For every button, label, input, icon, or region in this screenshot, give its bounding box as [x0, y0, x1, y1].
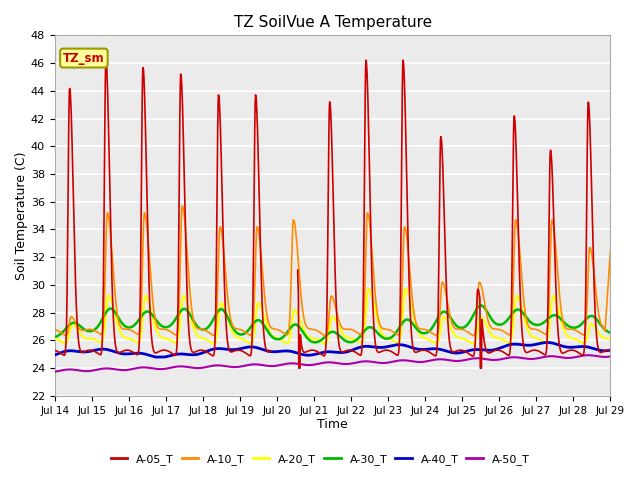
- A-40_T: [492, 347, 500, 352]
- A-30_T: [161, 324, 169, 330]
- A-05_T: [161, 348, 169, 353]
- A-40_T: [51, 352, 59, 358]
- A-30_T: [607, 330, 614, 336]
- A-40_T: [419, 347, 427, 352]
- A-50_T: [584, 352, 592, 358]
- A-50_T: [541, 354, 548, 360]
- Line: A-40_T: A-40_T: [55, 342, 611, 357]
- A-20_T: [321, 341, 329, 347]
- A-10_T: [492, 326, 500, 332]
- A-05_T: [51, 348, 59, 353]
- A-05_T: [175, 276, 182, 282]
- A-20_T: [420, 335, 428, 340]
- A-10_T: [541, 332, 549, 337]
- A-20_T: [492, 335, 500, 341]
- A-10_T: [161, 326, 169, 332]
- A-20_T: [237, 336, 244, 341]
- X-axis label: Time: Time: [317, 419, 348, 432]
- A-20_T: [51, 336, 59, 342]
- A-50_T: [237, 364, 244, 370]
- A-10_T: [175, 319, 182, 324]
- Text: TZ_sm: TZ_sm: [63, 51, 105, 64]
- A-10_T: [179, 203, 186, 209]
- Line: A-20_T: A-20_T: [55, 289, 611, 344]
- Y-axis label: Soil Temperature (C): Soil Temperature (C): [15, 151, 28, 280]
- A-40_T: [543, 339, 551, 345]
- A-20_T: [607, 336, 614, 342]
- A-10_T: [322, 333, 330, 338]
- A-05_T: [607, 348, 614, 353]
- A-50_T: [419, 359, 427, 365]
- A-05_T: [541, 352, 548, 358]
- A-40_T: [175, 351, 182, 357]
- A-30_T: [477, 302, 485, 308]
- A-30_T: [175, 312, 182, 317]
- A-30_T: [311, 339, 319, 345]
- A-30_T: [492, 321, 500, 327]
- A-20_T: [541, 339, 549, 345]
- A-50_T: [607, 354, 614, 360]
- A-40_T: [161, 354, 169, 360]
- A-20_T: [175, 334, 182, 340]
- A-05_T: [492, 348, 500, 353]
- A-10_T: [420, 326, 428, 332]
- A-10_T: [51, 327, 59, 333]
- A-40_T: [237, 346, 244, 351]
- Line: A-10_T: A-10_T: [55, 206, 611, 336]
- A-50_T: [175, 363, 182, 369]
- A-40_T: [607, 347, 614, 353]
- A-50_T: [492, 357, 499, 363]
- Title: TZ SoilVue A Temperature: TZ SoilVue A Temperature: [234, 15, 431, 30]
- Legend: A-05_T, A-10_T, A-20_T, A-30_T, A-40_T, A-50_T: A-05_T, A-10_T, A-20_T, A-30_T, A-40_T, …: [106, 450, 534, 469]
- A-40_T: [541, 340, 548, 346]
- A-10_T: [237, 327, 244, 333]
- Line: A-05_T: A-05_T: [55, 60, 611, 368]
- A-30_T: [51, 334, 59, 340]
- A-30_T: [237, 332, 244, 337]
- A-30_T: [419, 330, 427, 336]
- A-30_T: [541, 319, 549, 324]
- A-10_T: [607, 247, 614, 253]
- A-50_T: [51, 369, 59, 374]
- Line: A-30_T: A-30_T: [55, 305, 611, 342]
- A-20_T: [365, 286, 372, 292]
- A-40_T: [152, 354, 160, 360]
- A-05_T: [419, 347, 427, 353]
- A-50_T: [161, 366, 169, 372]
- A-05_T: [237, 348, 244, 353]
- A-20_T: [161, 336, 169, 341]
- Line: A-50_T: A-50_T: [55, 355, 611, 372]
